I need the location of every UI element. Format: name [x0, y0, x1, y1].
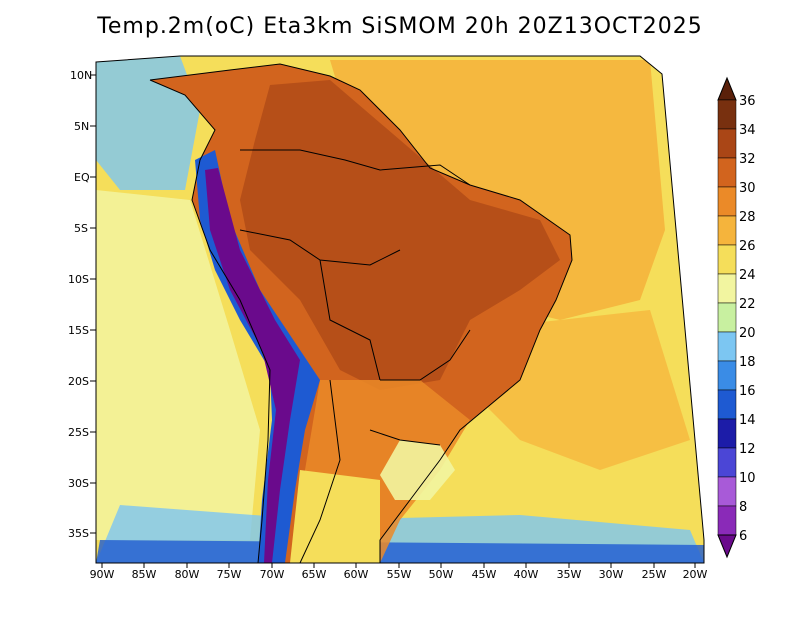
southern-ocean-cold [96, 540, 704, 563]
colorbar-label: 28 [739, 210, 756, 225]
lon-ticks [101, 563, 696, 568]
border-paraguay [380, 329, 471, 381]
lat-label: 10S [68, 273, 89, 286]
lon-label: 55W [387, 568, 412, 581]
hot-interior [240, 80, 560, 390]
colorbar-swatch [717, 128, 737, 159]
colorbar-label: 26 [739, 239, 756, 254]
lon-label: 90W [90, 568, 115, 581]
atlantic-coastline [149, 63, 573, 563]
colorbar-label: 30 [739, 181, 756, 196]
warm-atlantic [330, 60, 665, 320]
border-north [240, 149, 471, 186]
south-brazil-cool [380, 440, 455, 500]
lon-label: 85W [132, 568, 157, 581]
lon-label: 70W [260, 568, 285, 581]
lon-label: 65W [302, 568, 327, 581]
colorbar-swatch [717, 99, 737, 130]
map-title: Temp.2m(oC) Eta3km SiSMOM 20h 20Z13OCT20… [97, 14, 703, 39]
lat-label: 25S [68, 426, 89, 439]
lat-label: 10N [70, 69, 92, 82]
colorbar-swatch [717, 157, 737, 188]
colorbar: 36 34 32 30 28 26 24 22 20 18 16 14 12 10 8 6 [717, 76, 756, 559]
colorbar-swatch [717, 447, 737, 478]
colorbar-label: 8 [739, 500, 747, 515]
border-uruguay [369, 429, 441, 446]
lat-axis: 10N 5N EQ 5S 10S 15S 20S 25S 30S 35S [68, 69, 92, 540]
colorbar-swatch [717, 331, 737, 362]
colorbar-label: 12 [739, 442, 756, 457]
lon-label: 30W [599, 568, 624, 581]
temperature-field [96, 56, 704, 563]
colorbar-swatch [717, 418, 737, 449]
colorbar-swatch [717, 360, 737, 391]
colorbar-label: 34 [739, 123, 756, 138]
colorbar-label: 14 [739, 413, 756, 428]
lat-label: 5N [74, 120, 89, 133]
lat-label: EQ [74, 171, 90, 184]
colorbar-swatch [717, 186, 737, 217]
colorbar-label: 32 [739, 152, 756, 167]
colorbar-swatch [717, 244, 737, 275]
colorbar-label: 36 [739, 94, 756, 109]
colorbar-swatch [717, 505, 737, 536]
plot-frame [95, 55, 705, 564]
lat-label: 20S [68, 375, 89, 388]
lon-label: 80W [175, 568, 200, 581]
border-bolivia [319, 259, 381, 381]
colorbar-top-arrow [717, 76, 737, 101]
andes-frigid [205, 168, 300, 563]
lat-label: 35S [68, 527, 89, 540]
colorbar-label: 6 [739, 529, 747, 544]
lon-label: 35W [557, 568, 582, 581]
lon-label: 75W [217, 568, 242, 581]
colorbar-swatch [717, 476, 737, 507]
colorbar-label: 24 [739, 268, 756, 283]
pacific-cool [96, 190, 260, 540]
lat-ticks [90, 74, 96, 534]
colorbar-label: 22 [739, 297, 756, 312]
lon-label: 45W [472, 568, 497, 581]
lat-label: 5S [74, 222, 88, 235]
colorbar-swatch [717, 389, 737, 420]
colorbar-label: 10 [739, 471, 756, 486]
colorbar-swatch [717, 215, 737, 246]
border-chile-argentina [299, 379, 341, 564]
colorbar-bottom-arrow [717, 534, 737, 559]
lon-label: 60W [344, 568, 369, 581]
patagonia-mild [290, 470, 380, 563]
colorbar-swatch [717, 302, 737, 333]
country-borders [149, 63, 573, 564]
lon-axis: 90W 85W 80W 75W 70W 65W 60W 55W 50W 45W … [90, 568, 708, 581]
lon-label: 40W [514, 568, 539, 581]
colorbar-swatch [717, 273, 737, 304]
colorbar-label: 20 [739, 326, 756, 341]
lon-label: 50W [429, 568, 454, 581]
lat-label: 30S [68, 477, 89, 490]
lat-label: 15S [68, 324, 89, 337]
lon-label: 25W [642, 568, 667, 581]
pacific-coastline [149, 79, 271, 564]
colorbar-label: 18 [739, 355, 756, 370]
lon-label: 20W [683, 568, 708, 581]
colorbar-label: 16 [739, 384, 756, 399]
